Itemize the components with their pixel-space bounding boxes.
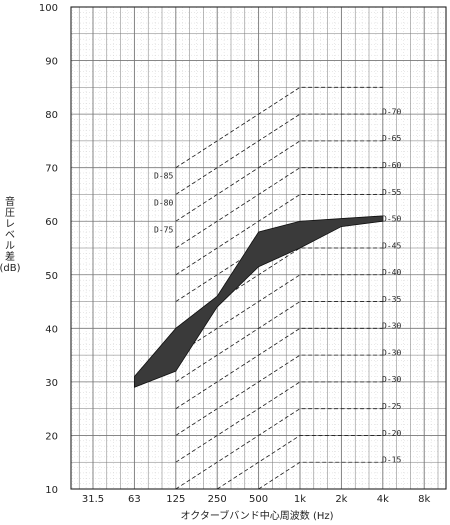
- x-tick-label: 63: [128, 494, 141, 505]
- x-tick-label: 31.5: [82, 494, 104, 505]
- x-tick-label: 1k: [294, 494, 306, 505]
- curve-label: D-30: [382, 322, 401, 331]
- y-axis-label-char: 音: [5, 195, 15, 208]
- reference-curve-d-75: [175, 140, 383, 222]
- curve-label: D-25: [382, 402, 401, 411]
- y-tick-label: 10: [45, 485, 58, 496]
- plot-frame: [70, 6, 447, 490]
- y-tick-label: 60: [45, 217, 58, 228]
- y-axis-label-char: (dB): [0, 263, 21, 274]
- reference-curve-d-50: [175, 274, 383, 356]
- y-tick-label: 90: [45, 57, 58, 68]
- y-tick-label: 50: [45, 271, 58, 282]
- y-tick-label: 30: [45, 378, 58, 389]
- y-tick-label: 100: [39, 3, 58, 14]
- reference-curve-d-80: [175, 113, 383, 195]
- reference-curve-d-35: [175, 354, 383, 436]
- curve-label: D-50: [382, 215, 401, 224]
- curve-label: D-35: [382, 295, 401, 304]
- curve-label: D-80: [154, 198, 173, 207]
- x-tick-label: 250: [208, 494, 227, 505]
- reference-curve-d-70: [175, 167, 383, 249]
- reference-curve-d-65: [175, 194, 383, 276]
- y-tick-label: 80: [45, 110, 58, 121]
- y-tick-label: 70: [45, 164, 58, 175]
- reference-curve-d-25: [175, 408, 383, 490]
- y-axis-label-char: ベ: [5, 229, 15, 241]
- y-axis-label-char: 圧: [5, 208, 15, 219]
- reference-curve-d-40: [175, 327, 383, 410]
- x-axis-label: オクターブバンド中心周波数 (Hz): [180, 509, 333, 522]
- reference-curve-d-45: [175, 301, 383, 383]
- y-tick-label: 40: [45, 324, 58, 335]
- y-axis-label-char: レ: [5, 219, 15, 230]
- curve-label: D-30: [382, 348, 401, 357]
- x-tick-labels: 31.5 63 125 250 500 1k 2k 4k 8k: [82, 494, 431, 505]
- curve-label: D-70: [382, 107, 401, 116]
- reference-curve-d-20: [216, 435, 383, 490]
- reference-curve-d-30: [175, 381, 383, 463]
- y-tick-labels: 10 20 30 40 50 60 70 80 90 100: [39, 3, 58, 496]
- x-tick-label: 500: [249, 494, 268, 505]
- curve-label: D-65: [382, 134, 401, 143]
- x-tick-label: 8k: [418, 494, 430, 505]
- x-tick-label: 2k: [335, 494, 347, 505]
- reference-curve-d-85: [175, 86, 383, 169]
- y-tick-label: 20: [45, 431, 58, 442]
- measured-range-band: [134, 215, 384, 388]
- curve-label: D-15: [382, 456, 401, 465]
- x-tick-label: 125: [166, 494, 185, 505]
- measurement-band: [134, 215, 384, 388]
- reference-curves: [175, 86, 383, 490]
- x-tick-label: 4k: [377, 494, 389, 505]
- curve-label: D-30: [382, 375, 401, 384]
- reference-curve-labels: D-85 D-80 D-75 D-70 D-65 D-60 D-55 D-50 D-45 D-40…: [154, 107, 401, 464]
- curve-label: D-55: [382, 188, 401, 197]
- curve-label: D-85: [154, 172, 173, 181]
- curve-label: D-40: [382, 268, 401, 277]
- curve-label: D-75: [154, 225, 173, 234]
- y-axis-label-char: ル: [5, 241, 15, 252]
- curve-label: D-60: [382, 161, 401, 170]
- curve-label: D-45: [382, 241, 401, 250]
- curve-label: D-20: [382, 429, 401, 438]
- y-axis-label-char: 差: [5, 250, 15, 263]
- reference-curve-d-15: [258, 461, 383, 490]
